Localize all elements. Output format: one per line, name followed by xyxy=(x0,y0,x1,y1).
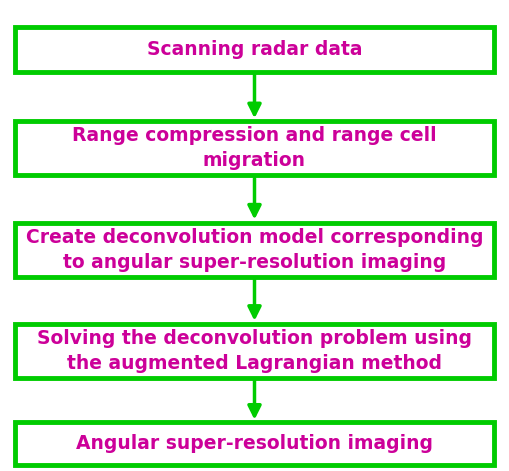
FancyBboxPatch shape xyxy=(15,422,494,465)
Text: Create deconvolution model corresponding
to angular super-resolution imaging: Create deconvolution model corresponding… xyxy=(26,227,483,272)
FancyBboxPatch shape xyxy=(15,27,494,72)
FancyBboxPatch shape xyxy=(15,223,494,277)
FancyBboxPatch shape xyxy=(15,121,494,175)
Text: Range compression and range cell
migration: Range compression and range cell migrati… xyxy=(72,126,437,171)
Text: Angular super-resolution imaging: Angular super-resolution imaging xyxy=(76,434,433,453)
Text: Scanning radar data: Scanning radar data xyxy=(147,40,362,59)
FancyBboxPatch shape xyxy=(15,324,494,378)
Text: Solving the deconvolution problem using
the augmented Lagrangian method: Solving the deconvolution problem using … xyxy=(37,329,472,373)
